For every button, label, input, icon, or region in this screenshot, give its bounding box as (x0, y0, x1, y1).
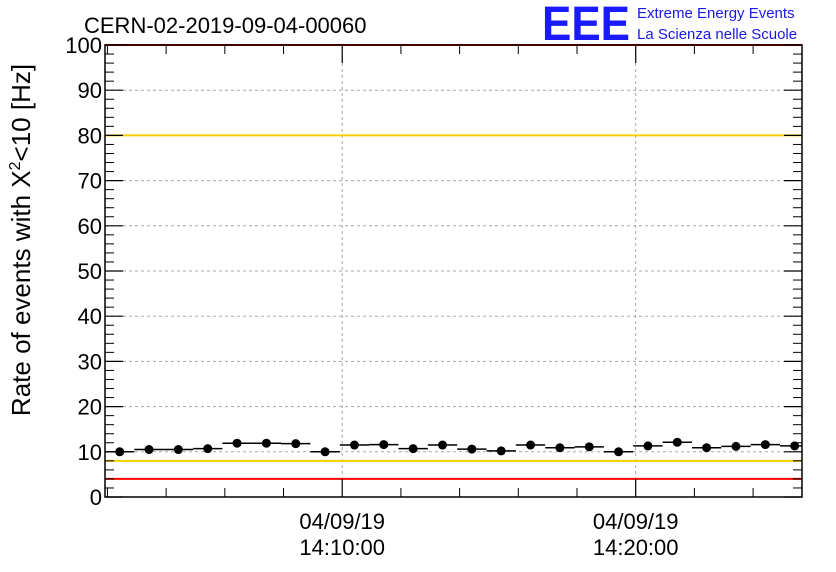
y-tick-labels: 0 10 20 30 40 50 60 70 80 90 100 (65, 33, 102, 510)
y-tick-label: 40 (78, 304, 102, 329)
grid-lines (105, 45, 802, 497)
threshold-lines (105, 44, 802, 480)
data-point (496, 446, 506, 456)
data-point (584, 442, 594, 452)
data-point (437, 440, 447, 450)
data-point (702, 443, 712, 453)
data-point (526, 440, 536, 450)
data-point (760, 440, 770, 450)
data-point (261, 438, 271, 448)
data-point (320, 447, 330, 457)
data-point (232, 438, 242, 448)
y-tick-label: 90 (78, 78, 102, 103)
x-tick-time: 14:10:00 (299, 535, 385, 560)
chart-title: CERN-02-2019-09-04-00060 (84, 13, 367, 38)
logo-line2: La Scienza nelle Scuole (637, 26, 797, 43)
data-point (144, 445, 154, 455)
y-tick-label: 60 (78, 214, 102, 239)
y-tick-label: 100 (65, 33, 102, 58)
data-point (731, 441, 741, 451)
y-axis-label: Rate of events with X2<10 [Hz] (6, 64, 36, 416)
data-point (203, 444, 213, 454)
y-tick-label: 20 (78, 395, 102, 420)
y-tick-label: 80 (78, 123, 102, 148)
y-tick-label: 0 (90, 485, 102, 510)
y-tick-label: 30 (78, 349, 102, 374)
data-point (790, 441, 800, 451)
x-tick-time: 14:20:00 (593, 535, 679, 560)
y-tick-label: 10 (78, 440, 102, 465)
x-tick-date: 04/09/19 (299, 509, 385, 534)
logo-mark: EEE (542, 0, 630, 51)
y-tick-label: 50 (78, 259, 102, 284)
y-tick-label: 70 (78, 169, 102, 194)
data-point (379, 440, 389, 450)
x-tick-date: 04/09/19 (593, 509, 679, 534)
data-point (173, 445, 183, 455)
data-point (291, 439, 301, 449)
data-point (643, 441, 653, 451)
eee-logo: EEE Extreme Energy Events La Scienza nel… (542, 0, 797, 51)
data-point (349, 440, 359, 450)
data-point (467, 444, 477, 454)
data-point (408, 444, 418, 454)
logo-line1: Extreme Energy Events (637, 5, 795, 22)
data-point (614, 447, 624, 457)
data-point (555, 443, 565, 453)
data-points (105, 437, 802, 457)
data-point (115, 447, 125, 457)
data-point (672, 437, 682, 447)
